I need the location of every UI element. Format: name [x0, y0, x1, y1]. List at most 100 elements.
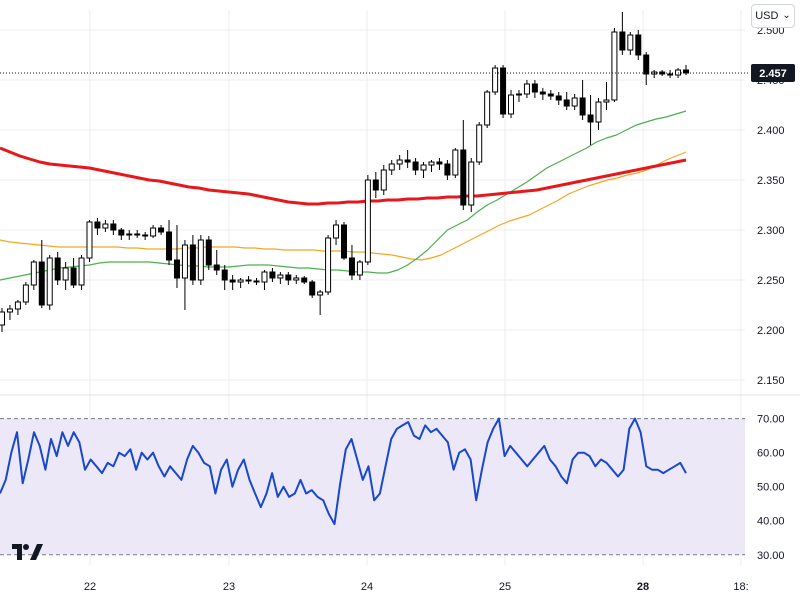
- rsi-series: [0, 417, 687, 526]
- candle-body: [468, 161, 475, 206]
- candle-body: [436, 161, 443, 165]
- price-tick-label: 2.300: [757, 225, 785, 237]
- time-tick-label: 18:: [733, 581, 748, 593]
- candle-body: [253, 280, 260, 283]
- candle-body: [126, 233, 133, 236]
- currency-label: USD: [755, 10, 779, 22]
- candlestick-series: [0, 12, 689, 332]
- candle-body: [452, 149, 459, 176]
- candle-body: [643, 54, 650, 75]
- candle-body: [348, 257, 355, 276]
- candle-body: [563, 99, 570, 107]
- candle-body: [118, 229, 125, 236]
- candle-body: [229, 279, 236, 283]
- rsi-tick-label: 30.00: [757, 550, 785, 562]
- time-tick-label: 28: [637, 581, 649, 593]
- candle-body: [213, 264, 220, 271]
- candle-body: [555, 95, 562, 101]
- candle-body: [508, 94, 515, 115]
- candle-body: [476, 124, 483, 163]
- candle-body: [134, 233, 141, 236]
- price-tick-label: 2.200: [757, 325, 785, 337]
- candle-body: [22, 284, 29, 303]
- candle-body: [309, 281, 316, 296]
- candle-body: [38, 261, 45, 306]
- time-tick-label: 25: [499, 581, 511, 593]
- candle-body: [94, 221, 101, 229]
- price-tick-label: 2.350: [757, 175, 785, 187]
- candle-body: [62, 267, 69, 281]
- time-tick-label: 24: [361, 581, 373, 593]
- candle-body: [166, 231, 173, 261]
- candle-body: [14, 301, 21, 310]
- rsi-line: [0, 417, 687, 526]
- candle-body: [237, 279, 244, 283]
- ma-long-line: [0, 146, 687, 206]
- candle-body: [150, 227, 157, 237]
- candle-body: [333, 224, 340, 239]
- candle-body: [667, 73, 674, 76]
- candle-body: [30, 261, 37, 286]
- candle-body: [587, 114, 594, 123]
- candle-body: [181, 244, 188, 279]
- candle-body: [110, 223, 117, 231]
- candle-body: [285, 274, 292, 281]
- candle-body: [372, 179, 379, 191]
- candle-body: [245, 279, 252, 282]
- rsi-axis[interactable]: 30.00 40.00 50.00 60.00 70.00: [757, 414, 785, 562]
- candle-body: [293, 277, 300, 281]
- candle-body: [428, 161, 435, 166]
- candle-body: [635, 34, 642, 56]
- rsi-tick-label: 60.00: [757, 448, 785, 460]
- candle-body: [420, 164, 427, 171]
- candle-body: [444, 163, 451, 176]
- candle-body: [6, 308, 13, 313]
- candle-body: [102, 223, 109, 229]
- candle-body: [173, 259, 180, 279]
- chevron-down-icon: ⌄: [782, 10, 791, 21]
- candle-body: [492, 67, 499, 93]
- candle-body: [603, 99, 610, 103]
- candle-body: [396, 159, 403, 165]
- candle-body: [0, 311, 5, 326]
- time-tick-label: 23: [223, 581, 235, 593]
- currency-dropdown[interactable]: USD ⌄: [751, 4, 795, 28]
- price-tick-label: 2.250: [757, 275, 785, 287]
- candle-body: [317, 291, 324, 296]
- candle-body: [595, 101, 602, 123]
- candle-body: [86, 221, 93, 259]
- candle-body: [158, 227, 165, 233]
- last-price-badge: [751, 64, 795, 82]
- candle-body: [142, 234, 149, 237]
- candle-body: [364, 179, 371, 263]
- candle-body: [388, 163, 395, 171]
- candle-body: [523, 83, 530, 95]
- candle-body: [579, 97, 586, 116]
- rsi-tick-label: 70.00: [757, 414, 785, 426]
- candle-body: [460, 149, 467, 206]
- candle-body: [46, 257, 53, 306]
- candle-body: [269, 271, 276, 279]
- price-tick-label: 2.150: [757, 375, 785, 387]
- price-tick-label: 2.500: [757, 25, 785, 37]
- ma-short-line: [0, 110, 687, 281]
- tradingview-logo-icon: [12, 544, 43, 560]
- candle-body: [341, 224, 347, 259]
- candle-body: [627, 34, 634, 51]
- candle-body: [484, 91, 491, 126]
- candle-body: [221, 269, 228, 281]
- candle-body: [261, 271, 268, 283]
- candle-body: [356, 261, 363, 276]
- candle-body: [70, 267, 77, 286]
- candle-body: [78, 257, 85, 286]
- last-price-marker: 2.457: [0, 64, 795, 82]
- price-tick-label: 2.400: [757, 125, 785, 137]
- candle-body: [683, 69, 689, 74]
- rsi-tick-label: 50.00: [757, 482, 785, 494]
- candle-body: [500, 67, 507, 115]
- candle-body: [205, 239, 212, 266]
- time-axis[interactable]: 22 23 24 25 28 18:: [84, 581, 749, 593]
- candle-body: [531, 83, 538, 93]
- rsi-tick-label: 40.00: [757, 516, 785, 528]
